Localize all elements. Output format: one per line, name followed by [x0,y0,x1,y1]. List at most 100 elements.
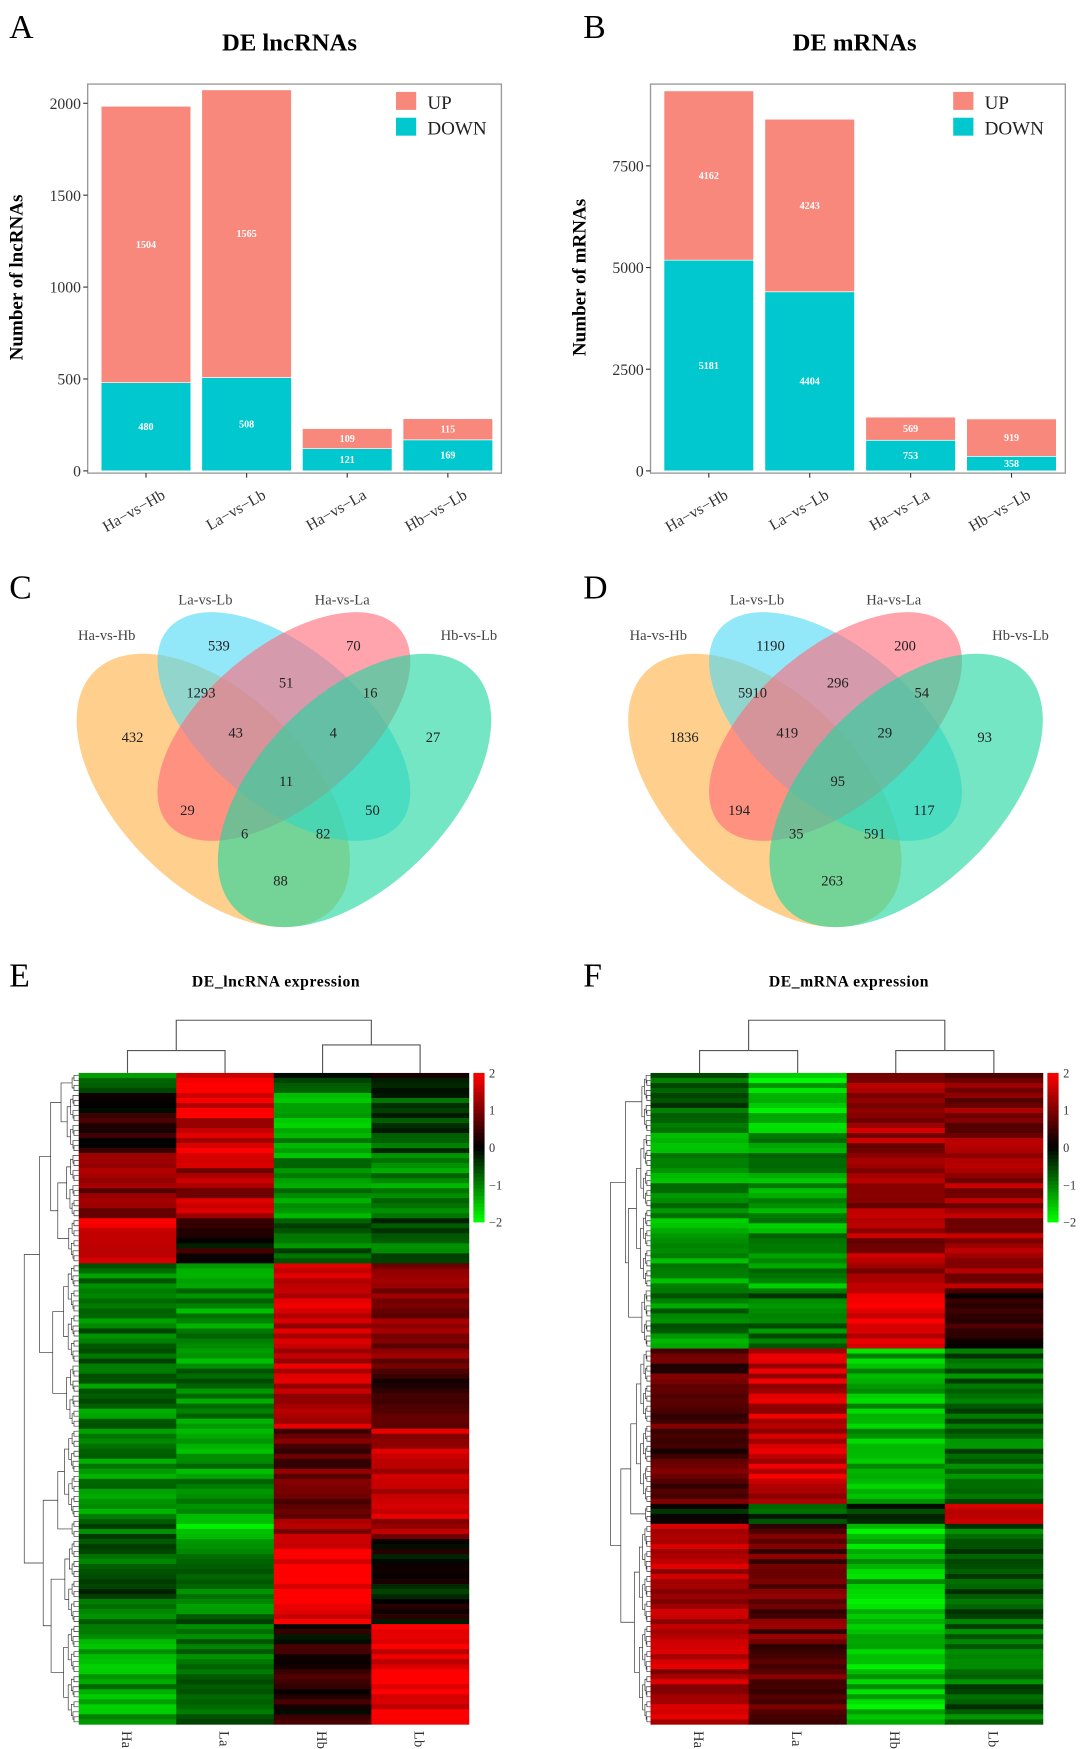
heatmap-cell [273,1533,372,1540]
heatmap-cell [944,1523,1044,1530]
heatmap-cell [78,1138,177,1144]
heatmap-cell [78,1143,177,1149]
heatmap-cell [748,1323,848,1329]
heatmap-cell [371,1343,470,1349]
heatmap-cell [650,1553,749,1560]
heatmap-cell [176,1188,275,1194]
heatmap-cell [846,1263,946,1269]
venn-region-count: 432 [122,730,144,746]
venn-region-count: 591 [864,827,886,843]
heatmap-cell [371,1634,470,1640]
heatmap-cell [846,1138,946,1144]
heatmap-cell [748,1103,848,1109]
chart-title: DE mRNAs [793,29,917,56]
heatmap-cell [78,1358,177,1364]
heatmap-cell [176,1574,275,1580]
colorbar-tick-label: −2 [1063,1216,1076,1230]
heatmap-cell [176,1082,275,1089]
bar-up [865,416,956,441]
heatmap-cell [78,1448,177,1455]
heatmap-cell [176,1143,275,1149]
colorbar-segment [1047,1166,1059,1171]
colorbar-segment [473,1102,485,1107]
heatmap-cell [846,1238,946,1244]
heatmap-cell [846,1233,946,1239]
venn-region-count: 70 [346,638,361,654]
heatmap-cell [273,1563,372,1570]
heatmap-cell [273,1609,372,1615]
heatmap-cell [176,1498,275,1505]
heatmap-cell [944,1278,1044,1284]
heatmap-cell [371,1193,470,1199]
heatmap-cell [748,1393,848,1399]
heatmap-cell [176,1508,275,1515]
heatmap-cell [78,1709,177,1715]
heatmap-cell [650,1594,749,1600]
heatmap-cell [78,1629,177,1635]
heatmap-cell [371,1483,470,1490]
heatmap-cell [176,1674,275,1680]
heatmap-cell [846,1378,946,1384]
heatmap-cell [176,1433,275,1440]
heatmap-cell [944,1318,1044,1324]
heatmap-cell [748,1433,848,1440]
heatmap-cell [78,1609,177,1615]
heatmap-cell [650,1709,749,1715]
heatmap-cell [176,1288,275,1294]
heatmap-cell [944,1123,1044,1129]
colorbar-segment [473,1110,485,1115]
heatmap-cell [78,1453,177,1460]
bar-value-up: 115 [441,425,456,436]
bar-value-down: 169 [440,451,455,462]
legend-swatch-up [953,91,974,110]
heatmap-cell [273,1208,372,1214]
heatmap-cell [944,1408,1044,1415]
heatmap-cell [273,1123,372,1129]
heatmap-cell [371,1428,470,1435]
heatmap-cell [748,1428,848,1435]
heatmap-cell [273,1178,372,1184]
colorbar-segment [473,1117,485,1122]
heatmap-cell [176,1589,275,1595]
heatmap-cell [176,1413,275,1420]
heatmap-cell [371,1619,470,1625]
heatmap-cell [176,1553,275,1560]
heatmap-cell [650,1599,749,1605]
legend-swatch-down [396,117,417,136]
heatmap-cell [748,1453,848,1460]
heatmap-cell [846,1473,946,1480]
heatmap-cell [78,1403,177,1409]
colorbar-segment [1047,1076,1059,1081]
heatmap-cell [748,1308,848,1314]
heatmap-cell [944,1533,1044,1540]
heatmap-cell [78,1113,177,1119]
heatmap-cell [846,1318,946,1324]
heatmap-cell [650,1533,749,1540]
heatmap-cell [846,1333,946,1339]
heatmap-cell [748,1674,848,1680]
heatmap-cell [650,1178,749,1184]
heatmap-cell [650,1123,749,1129]
venn-region-count: 4 [330,726,338,742]
heatmap-cell [176,1223,275,1229]
heatmap-cell [846,1513,946,1520]
heatmap-cell [273,1077,372,1084]
x-tick-label: Ha−vs−La [867,487,933,535]
heatmap-cell [650,1163,749,1169]
heatmap-cell [748,1538,848,1545]
heatmap-cell [650,1258,749,1264]
heatmap-cell [944,1072,1044,1079]
heatmap-cell [944,1548,1044,1555]
heatmap-cell [371,1453,470,1460]
colorbar-segment [473,1210,485,1215]
heatmap-cell [748,1478,848,1485]
heatmap-cell [650,1373,749,1379]
heatmap-cell [273,1203,372,1209]
heatmap-cell [176,1629,275,1635]
heatmap-cell [944,1308,1044,1314]
heatmap-cell [650,1483,749,1490]
heatmap-cell [846,1684,946,1690]
heatmap-cell [176,1333,275,1339]
heatmap-cell [371,1233,470,1239]
colorbar-segment [473,1095,485,1100]
